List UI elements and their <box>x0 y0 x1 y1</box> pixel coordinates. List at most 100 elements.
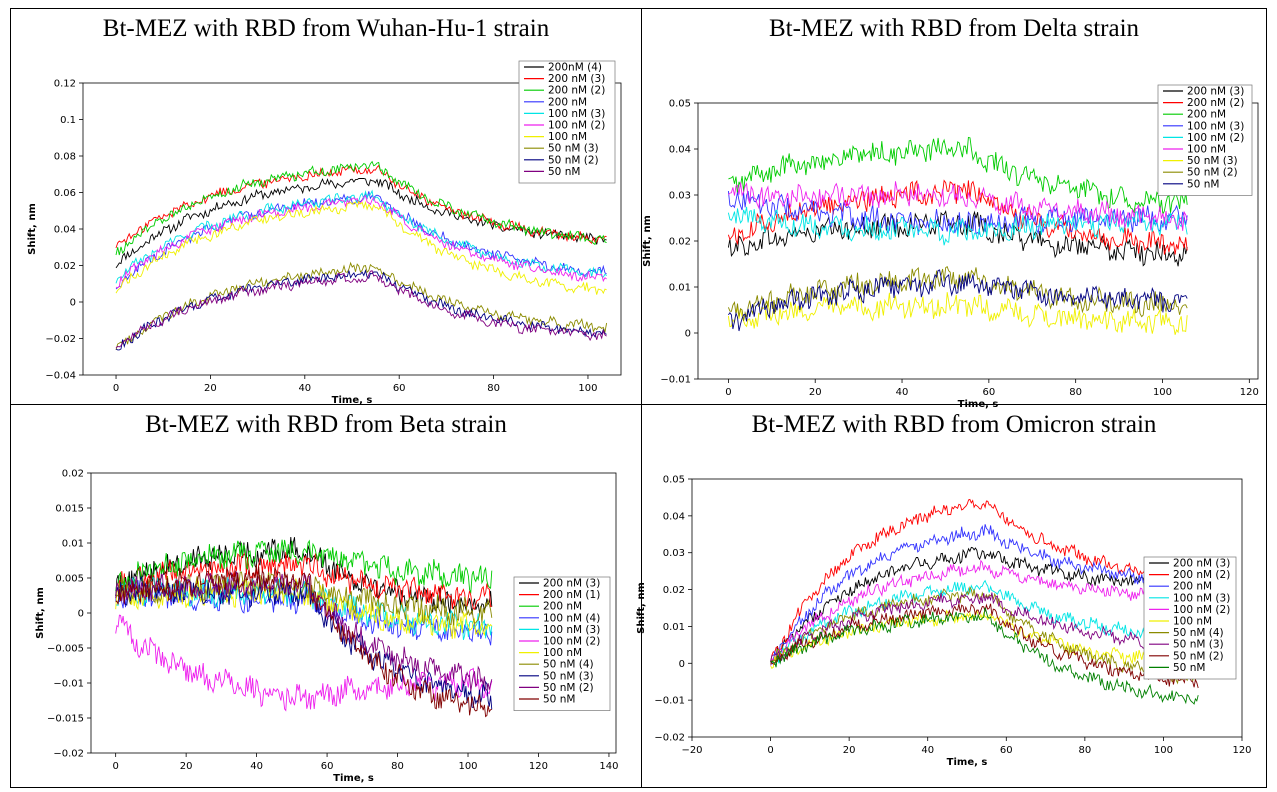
y-tick-label: 0.02 <box>669 237 691 248</box>
x-axis-label: Time, s <box>333 773 374 784</box>
horizontal-divider <box>11 404 1266 405</box>
legend-label: 100 nM (2) <box>548 120 605 132</box>
vertical-divider <box>641 9 642 787</box>
series-line <box>115 564 492 718</box>
x-tick-label: 100 <box>1154 745 1173 756</box>
legend-box <box>1143 556 1237 680</box>
y-tick-label: 0.08 <box>54 152 76 163</box>
legend-label: 100 nM <box>1173 616 1212 628</box>
x-tick-label: 80 <box>391 761 404 772</box>
panel-omicron: Bt-MEZ with RBD from Omicron strain −0.0… <box>636 405 1266 787</box>
y-tick-label: 0.04 <box>669 145 691 156</box>
x-tick-label: 20 <box>809 387 822 398</box>
y-tick-label: −0.015 <box>47 714 84 725</box>
legend-label: 50 nM (3) <box>543 670 594 682</box>
series-line <box>770 592 1199 662</box>
y-axis-label: Shift, nm <box>636 582 647 634</box>
legend-label: 100 nM <box>543 647 582 659</box>
x-tick-label: 60 <box>982 387 995 398</box>
legend-label: 100 nM (2) <box>1187 132 1244 144</box>
y-tick-label: 0.05 <box>669 99 691 110</box>
x-tick-label: 100 <box>578 383 597 394</box>
legend-label: 200 nM (3) <box>548 73 605 85</box>
legend-label: 100 nM (3) <box>548 108 605 120</box>
x-tick-label: 80 <box>1078 745 1091 756</box>
series-line <box>770 498 1199 663</box>
legend-label: 100 nM (2) <box>543 636 600 648</box>
legend-label: 100 nM (4) <box>543 612 600 624</box>
legend-label: 50 nM <box>1173 662 1205 674</box>
y-axis-label: Shift, nm <box>642 215 653 267</box>
y-tick-label: 0.02 <box>54 261 76 272</box>
y-tick-label: −0.02 <box>45 334 76 345</box>
y-tick-label: −0.01 <box>654 696 685 707</box>
x-tick-label: 0 <box>767 745 773 756</box>
legend-label: 200 nM (3) <box>1173 558 1230 570</box>
legend-label: 50 nM <box>543 694 575 706</box>
legend-label: 50 nM (2) <box>543 682 594 694</box>
series-line <box>728 136 1188 217</box>
x-tick-label: 120 <box>1232 745 1251 756</box>
legend-label: 50 nM (2) <box>548 154 599 166</box>
y-tick-label: 0.02 <box>62 469 84 480</box>
series-line <box>115 575 493 710</box>
legend-label: 200nM (4) <box>548 62 602 74</box>
series-line <box>727 210 1188 267</box>
panel-delta: Bt-MEZ with RBD from Delta strain −0.01 0… <box>642 9 1266 410</box>
x-tick-label: 40 <box>896 387 909 398</box>
y-tick-label: 0 <box>685 329 691 340</box>
series-line <box>115 177 607 269</box>
x-tick-label: 40 <box>921 745 934 756</box>
series-line <box>115 191 607 290</box>
x-tick-label: 20 <box>843 745 856 756</box>
legend-label: 50 nM (2) <box>1173 650 1224 662</box>
x-tick-label: 100 <box>458 761 477 772</box>
x-tick-label: 80 <box>487 383 500 394</box>
series-line <box>115 200 607 295</box>
y-tick-label: 0.1 <box>60 115 76 126</box>
legend-label: 50 nM (3) <box>1187 155 1238 167</box>
figure-grid: Bt-MEZ with RBD from Wuhan-Hu-1 strain −… <box>10 8 1267 788</box>
series-line <box>728 181 1188 231</box>
y-tick-label: 0.12 <box>54 79 76 90</box>
legend-label: 100 nM (3) <box>543 624 600 636</box>
series-line <box>115 270 607 349</box>
legend-label: 200 nM (3) <box>1187 86 1244 98</box>
y-tick-label: −0.005 <box>47 644 84 655</box>
panel-title: Bt-MEZ with RBD from Omicron strain <box>751 411 1157 438</box>
legend-label: 50 nM (4) <box>1173 627 1224 639</box>
series-line <box>115 578 493 639</box>
chart-omicron: −0.02 −0.01 0 0.01 0.02 0.03 0.04 0.05 −20 0 20 40 6… <box>636 475 1252 769</box>
legend-label: 50 nM (3) <box>1173 639 1224 651</box>
x-tick-label: 0 <box>725 387 731 398</box>
x-axis-label: Time, s <box>332 395 373 406</box>
x-axis-label: Time, s <box>958 399 999 410</box>
panel-title: Bt-MEZ with RBD from Delta strain <box>768 15 1140 42</box>
series-line <box>115 194 607 289</box>
chart-delta: −0.01 0 0.01 0.02 0.03 0.04 0.05 0 20 40 60 80 100 12… <box>642 84 1259 410</box>
x-tick-label: 20 <box>204 383 217 394</box>
legend-label: 200 nM (2) <box>548 85 605 97</box>
y-tick-label: 0.06 <box>54 188 76 199</box>
chart-wuhan: −0.04 −0.02 0 0.02 0.04 0.06 0.08 0.1 0.12 0 20 40 6… <box>27 60 622 406</box>
y-tick-label: −0.04 <box>45 371 76 382</box>
plot-frame <box>691 478 1243 738</box>
panel-title: Bt-MEZ with RBD from Wuhan-Hu-1 strain <box>102 15 550 42</box>
y-tick-label: 0.015 <box>55 504 84 515</box>
legend-box <box>518 60 616 184</box>
series-line <box>770 559 1199 666</box>
series-group <box>115 536 493 718</box>
series-line <box>770 607 1199 705</box>
series-group <box>770 498 1199 705</box>
panel-wuhan: Bt-MEZ with RBD from Wuhan-Hu-1 strain −… <box>11 9 641 406</box>
series-line <box>115 539 493 595</box>
y-tick-label: −0.01 <box>660 375 691 386</box>
x-tick-label: 60 <box>321 761 334 772</box>
x-tick-label: 0 <box>112 761 118 772</box>
y-tick-label: 0.005 <box>55 574 84 585</box>
series-line <box>115 189 607 284</box>
y-tick-label: 0.03 <box>663 548 685 559</box>
y-axis-label: Shift, nm <box>27 203 38 255</box>
series-line <box>727 179 1188 255</box>
series-group <box>115 160 608 351</box>
